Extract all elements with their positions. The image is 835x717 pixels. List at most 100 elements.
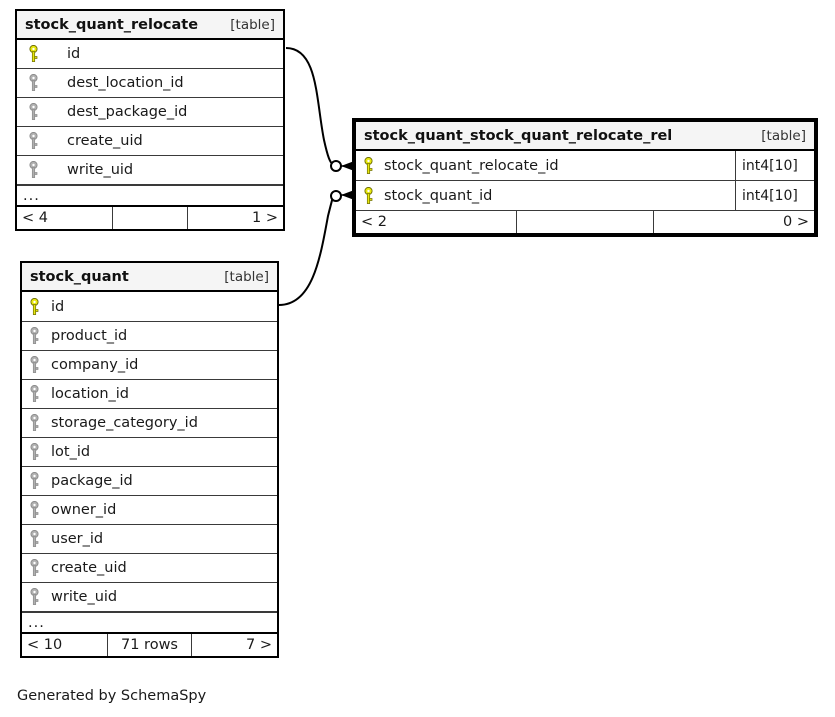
column-cell: dest_location_id xyxy=(17,74,283,92)
column-cell: id xyxy=(17,45,283,63)
table-type-tag: [table] xyxy=(230,16,275,33)
footer-child-count[interactable]: 7 > xyxy=(246,637,272,653)
edge-endpoint-circle xyxy=(330,160,342,172)
table-row[interactable]: write_uid xyxy=(22,583,277,612)
column-name: stock_quant_relocate_id xyxy=(384,157,559,174)
table-type-tag: [table] xyxy=(761,127,806,144)
column-name: lot_id xyxy=(51,444,91,460)
column-name: create_uid xyxy=(67,133,143,149)
footer-parent-count[interactable]: < 10 xyxy=(27,637,63,653)
foreign-key-icon xyxy=(30,443,39,460)
column-name: dest_location_id xyxy=(67,75,184,91)
column-name: product_id xyxy=(51,328,128,344)
foreign-key-icon xyxy=(30,327,39,344)
foreign-key-icon xyxy=(29,103,38,120)
column-name: company_id xyxy=(51,357,139,373)
column-name: owner_id xyxy=(51,502,117,518)
foreign-key-icon xyxy=(30,501,39,518)
table-row[interactable]: write_uid xyxy=(17,156,283,185)
column-cell: storage_category_id xyxy=(22,414,277,432)
footer-child-count[interactable]: 1 > xyxy=(252,210,278,226)
footer-row-count: 71 rows xyxy=(107,634,192,656)
table-row[interactable]: product_id xyxy=(22,322,277,351)
table-header-stock_quant: stock_quant [table] xyxy=(22,263,277,292)
table-title: stock_quant_stock_quant_relocate_rel xyxy=(364,127,673,144)
column-cell: stock_quant_id xyxy=(356,186,735,205)
column-cell: product_id xyxy=(22,327,277,345)
footer-row-count xyxy=(516,211,654,233)
footer-child-count[interactable]: 0 > xyxy=(783,214,809,230)
column-name: id xyxy=(67,46,81,62)
column-cell: package_id xyxy=(22,472,277,490)
foreign-key-icon xyxy=(30,414,39,431)
footer-parent-count[interactable]: < 2 xyxy=(361,214,387,230)
column-name: user_id xyxy=(51,531,104,547)
table-title: stock_quant_relocate xyxy=(25,16,199,33)
edge-stock-quant-to-rel xyxy=(278,189,357,306)
column-type: int4[10] xyxy=(735,151,814,180)
table-row[interactable]: stock_quant_id int4[10] xyxy=(356,181,814,211)
edge-stock-quant-relocate-to-rel xyxy=(285,47,357,172)
column-name: write_uid xyxy=(67,162,134,178)
table-footer: < 2 0 > xyxy=(356,211,814,233)
column-cell: lot_id xyxy=(22,443,277,461)
table-title: stock_quant xyxy=(30,268,129,285)
footer-row-count xyxy=(112,207,188,229)
table-row[interactable]: id xyxy=(22,292,277,322)
column-cell: create_uid xyxy=(17,132,283,150)
table-footer: < 4 1 > xyxy=(17,207,283,229)
table-header-stock_quant_relocate: stock_quant_relocate [table] xyxy=(17,11,283,40)
table-row[interactable]: company_id xyxy=(22,351,277,380)
column-type: int4[10] xyxy=(735,181,814,210)
foreign-key-icon xyxy=(29,74,38,91)
primary-key-icon xyxy=(364,186,373,204)
table-row[interactable]: create_uid xyxy=(17,127,283,156)
table-row[interactable]: id xyxy=(17,40,283,69)
column-cell: write_uid xyxy=(22,588,277,606)
column-cell: dest_package_id xyxy=(17,103,283,121)
foreign-key-icon xyxy=(30,472,39,489)
primary-key-icon xyxy=(364,156,373,174)
column-name: storage_category_id xyxy=(51,415,198,431)
foreign-key-icon xyxy=(30,588,39,605)
table-stock_quant[interactable]: stock_quant [table] id xyxy=(20,261,279,658)
table-type-tag: [table] xyxy=(224,268,269,285)
primary-key-icon xyxy=(30,297,39,315)
table-row[interactable]: user_id xyxy=(22,525,277,554)
column-cell: company_id xyxy=(22,356,277,374)
foreign-key-icon xyxy=(30,385,39,402)
column-cell: location_id xyxy=(22,385,277,403)
table-row[interactable]: owner_id xyxy=(22,496,277,525)
column-name: create_uid xyxy=(51,560,127,576)
table-row[interactable]: storage_category_id xyxy=(22,409,277,438)
column-cell: write_uid xyxy=(17,161,283,179)
table-row[interactable]: create_uid xyxy=(22,554,277,583)
foreign-key-icon xyxy=(29,161,38,178)
table-row[interactable]: stock_quant_relocate_id int4[10] xyxy=(356,151,814,181)
column-name: dest_package_id xyxy=(67,104,188,120)
primary-key-icon xyxy=(29,45,38,62)
table-row[interactable]: dest_package_id xyxy=(17,98,283,127)
foreign-key-icon xyxy=(30,559,39,576)
table-row[interactable]: dest_location_id xyxy=(17,69,283,98)
table-footer: < 10 71 rows 7 > xyxy=(22,634,277,656)
column-cell: user_id xyxy=(22,530,277,548)
more-columns-indicator: ... xyxy=(17,185,283,207)
column-name: id xyxy=(51,298,65,315)
table-row[interactable]: package_id xyxy=(22,467,277,496)
table-row[interactable]: location_id xyxy=(22,380,277,409)
column-cell: id xyxy=(22,297,277,316)
table-header-stock_quant_stock_quant_relocate_rel: stock_quant_stock_quant_relocate_rel [ta… xyxy=(356,122,814,151)
footer-parent-count[interactable]: < 4 xyxy=(22,210,48,226)
foreign-key-icon xyxy=(30,356,39,373)
table-stock_quant_stock_quant_relocate_rel[interactable]: stock_quant_stock_quant_relocate_rel [ta… xyxy=(352,118,818,237)
foreign-key-icon xyxy=(30,530,39,547)
edge-endpoint-circle xyxy=(330,190,342,202)
generated-by-caption: Generated by SchemaSpy xyxy=(17,688,207,704)
table-stock_quant_relocate[interactable]: stock_quant_relocate [table] id xyxy=(15,9,285,231)
foreign-key-icon xyxy=(29,132,38,149)
table-row[interactable]: lot_id xyxy=(22,438,277,467)
column-cell: stock_quant_relocate_id xyxy=(356,156,735,175)
column-cell: owner_id xyxy=(22,501,277,519)
